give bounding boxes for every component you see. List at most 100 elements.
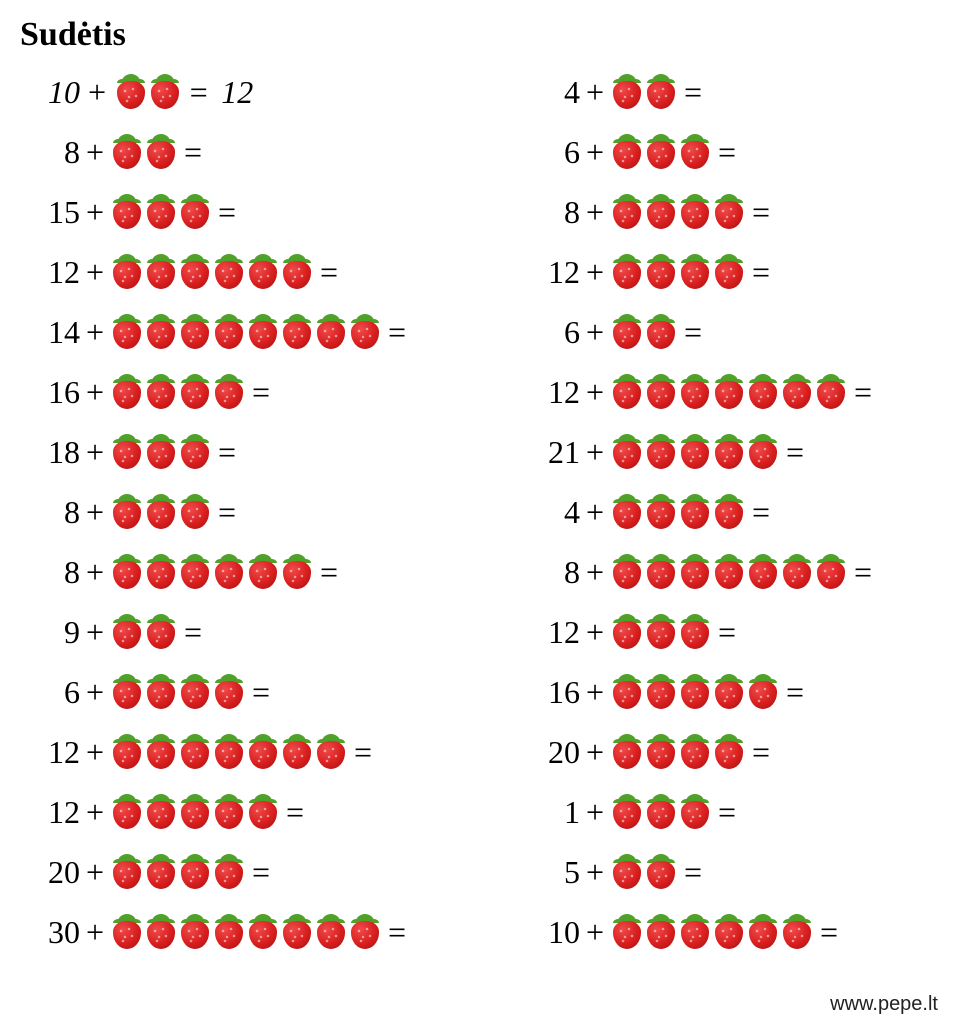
strawberry-icon	[713, 734, 745, 770]
strawberry-icon	[713, 434, 745, 470]
addend-number: 16	[520, 674, 580, 711]
plus-sign: +	[86, 854, 104, 891]
strawberry-icon	[781, 374, 813, 410]
strawberry-icon	[179, 914, 211, 950]
strawberry-icon	[679, 194, 711, 230]
strawberry-icon	[247, 914, 279, 950]
equals-sign: =	[320, 254, 338, 291]
strawberry-icon	[611, 674, 643, 710]
strawberry-group	[610, 494, 746, 530]
strawberry-icon	[179, 314, 211, 350]
equals-sign: =	[388, 914, 406, 951]
strawberry-icon	[111, 794, 143, 830]
strawberry-icon	[213, 314, 245, 350]
worksheet-columns: 10+=128+=15+=12+=14+=16+=18+=8+=8+=9+=6+…	[20, 62, 940, 962]
strawberry-icon	[247, 254, 279, 290]
strawberry-group	[610, 914, 814, 950]
equation-row: 9+=	[20, 602, 520, 662]
strawberry-icon	[145, 494, 177, 530]
strawberry-icon	[111, 674, 143, 710]
equation-row: 1+=	[520, 782, 940, 842]
strawberry-icon	[179, 854, 211, 890]
strawberry-icon	[611, 374, 643, 410]
strawberry-icon	[315, 314, 347, 350]
strawberry-icon	[111, 314, 143, 350]
strawberry-icon	[145, 674, 177, 710]
strawberry-group	[110, 854, 246, 890]
equals-sign: =	[252, 854, 270, 891]
equation-row: 8+=	[20, 122, 520, 182]
equals-sign: =	[684, 854, 702, 891]
strawberry-icon	[315, 734, 347, 770]
strawberry-icon	[645, 794, 677, 830]
plus-sign: +	[586, 494, 604, 531]
equals-sign: =	[684, 74, 702, 111]
addend-number: 16	[20, 374, 80, 411]
strawberry-icon	[145, 914, 177, 950]
equals-sign: =	[752, 734, 770, 771]
plus-sign: +	[86, 194, 104, 231]
plus-sign: +	[586, 614, 604, 651]
plus-sign: +	[86, 74, 108, 111]
plus-sign: +	[586, 734, 604, 771]
addend-number: 6	[520, 134, 580, 171]
addend-number: 8	[20, 134, 80, 171]
equals-sign: =	[820, 914, 838, 951]
strawberry-icon	[611, 434, 643, 470]
strawberry-icon	[213, 734, 245, 770]
equals-sign: =	[786, 434, 804, 471]
addend-number: 12	[20, 794, 80, 831]
strawberry-icon	[247, 314, 279, 350]
plus-sign: +	[586, 254, 604, 291]
addend-number: 30	[20, 914, 80, 951]
equation-row: 12+=	[20, 242, 520, 302]
strawberry-icon	[111, 914, 143, 950]
addend-number: 15	[20, 194, 80, 231]
equals-sign: =	[188, 74, 210, 111]
plus-sign: +	[86, 914, 104, 951]
strawberry-icon	[611, 314, 643, 350]
strawberry-icon	[179, 254, 211, 290]
equals-sign: =	[218, 494, 236, 531]
strawberry-icon	[645, 494, 677, 530]
plus-sign: +	[586, 374, 604, 411]
strawberry-icon	[679, 134, 711, 170]
plus-sign: +	[86, 254, 104, 291]
equals-sign: =	[320, 554, 338, 591]
strawberry-icon	[145, 614, 177, 650]
strawberry-icon	[645, 314, 677, 350]
equals-sign: =	[718, 134, 736, 171]
addend-number: 6	[520, 314, 580, 351]
strawberry-icon	[213, 854, 245, 890]
strawberry-icon	[611, 854, 643, 890]
strawberry-icon	[679, 794, 711, 830]
strawberry-icon	[213, 674, 245, 710]
strawberry-icon	[349, 914, 381, 950]
strawberry-icon	[349, 314, 381, 350]
strawberry-group	[610, 674, 780, 710]
strawberry-group	[110, 914, 382, 950]
addend-number: 9	[20, 614, 80, 651]
strawberry-group	[610, 194, 746, 230]
addend-number: 20	[20, 854, 80, 891]
strawberry-group	[110, 374, 246, 410]
addend-number: 10	[520, 914, 580, 951]
equation-row: 30+ =	[20, 902, 520, 962]
strawberry-icon	[645, 674, 677, 710]
plus-sign: +	[586, 134, 604, 171]
equation-row: 15+=	[20, 182, 520, 242]
addend-number: 20	[520, 734, 580, 771]
strawberry-icon	[679, 494, 711, 530]
right-column: 4+=6+=8+=12+=6+=12+=21+=4+=8+=12+=16+=20…	[520, 62, 940, 962]
strawberry-icon	[611, 554, 643, 590]
equation-row: 5+=	[520, 842, 940, 902]
strawberry-icon	[179, 554, 211, 590]
strawberry-group	[110, 254, 314, 290]
plus-sign: +	[86, 434, 104, 471]
strawberry-group	[110, 494, 212, 530]
equals-sign: =	[854, 374, 872, 411]
plus-sign: +	[586, 194, 604, 231]
strawberry-icon	[747, 914, 779, 950]
strawberry-group	[610, 554, 848, 590]
strawberry-icon	[281, 254, 313, 290]
